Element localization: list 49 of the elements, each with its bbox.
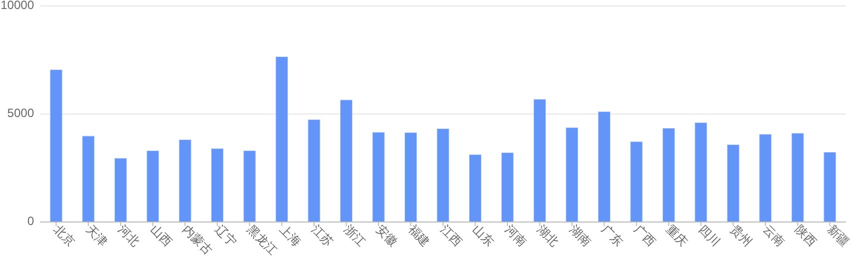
x-tick-label: 广东	[599, 222, 626, 250]
bar	[340, 100, 353, 222]
bar	[630, 141, 643, 222]
bar	[694, 122, 708, 222]
x-tick-label: 新疆	[824, 222, 852, 250]
x-tick-label: 山西	[148, 222, 175, 250]
bar	[726, 144, 740, 222]
bar	[178, 139, 192, 222]
bar	[824, 152, 836, 222]
x-tick-label: 广西	[631, 222, 658, 250]
x-tick-label: 四川	[696, 222, 723, 250]
x-tick-label: 北京	[51, 222, 78, 250]
x-tick-label: 云南	[760, 222, 788, 250]
x-tick-label: 江西	[438, 222, 465, 250]
x-tick-label: 贵州	[728, 222, 755, 250]
bar	[146, 150, 160, 222]
y-tick-label: 10000	[0, 0, 34, 12]
bar	[436, 128, 450, 222]
bar	[82, 136, 95, 222]
x-tick-label: 天津	[83, 222, 110, 250]
bar	[759, 134, 772, 222]
bar	[404, 132, 418, 222]
bar	[243, 150, 256, 222]
x-tick-label: 河南	[502, 222, 530, 250]
bar	[598, 111, 610, 222]
x-tick-label: 安徽	[373, 222, 400, 250]
bar	[114, 158, 127, 222]
x-tick-label: 浙江	[341, 222, 368, 250]
x-tick-label: 福建	[406, 222, 433, 250]
bar	[50, 69, 62, 222]
x-tick-label: 江苏	[308, 222, 336, 250]
y-tick-label: 5000	[7, 106, 34, 120]
bar	[211, 148, 224, 222]
bar	[468, 154, 482, 222]
x-tick-label: 山东	[470, 222, 497, 250]
x-tick-label: 重庆	[664, 222, 690, 250]
bar	[662, 128, 675, 222]
x-tick-label: 湖南	[566, 222, 594, 250]
bar	[308, 119, 320, 222]
x-tick-label: 陕西	[792, 222, 820, 250]
bar	[372, 132, 385, 222]
bar	[566, 127, 578, 222]
y-tick-label: 0	[27, 214, 34, 228]
x-tick-label: 河北	[115, 222, 142, 250]
bar	[501, 152, 514, 222]
bar	[533, 99, 546, 222]
bar	[276, 56, 288, 222]
x-tick-label: 湖北	[534, 222, 562, 250]
bar	[791, 132, 804, 222]
